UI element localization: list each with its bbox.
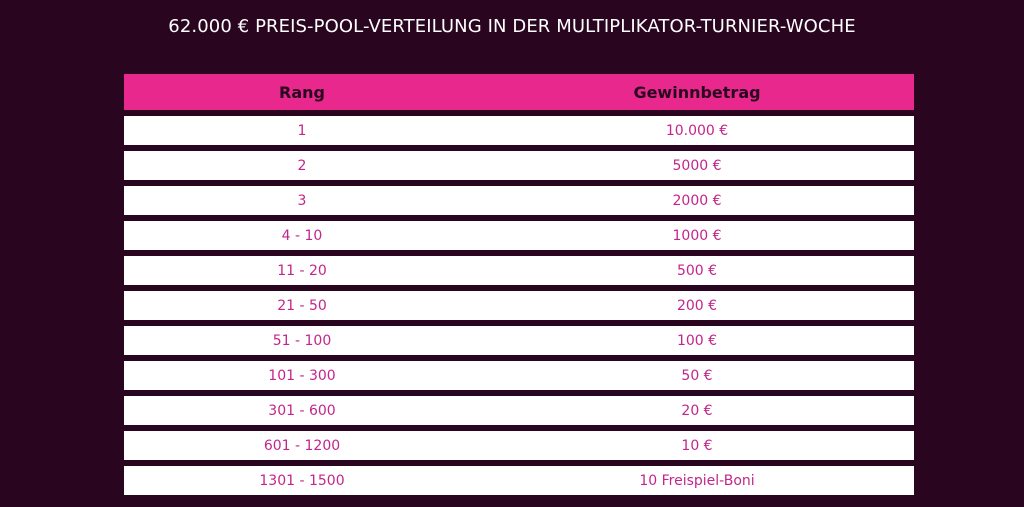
rank-cell: 51 - 100 xyxy=(272,332,332,349)
prize-table: Rang Gewinnbetrag 1 10.000 € 2 5000 € 3 … xyxy=(124,74,914,495)
table-row: 4 - 10 1000 € xyxy=(124,221,914,250)
table-row: 1301 - 1500 10 Freispiel-Boni xyxy=(124,466,914,495)
rank-cell: 1 xyxy=(297,122,307,139)
amount-cell: 1000 € xyxy=(672,227,722,244)
rank-cell: 11 - 20 xyxy=(277,262,327,279)
amount-cell: 50 € xyxy=(681,367,713,384)
rank-cell: 101 - 300 xyxy=(268,367,336,384)
amount-cell: 200 € xyxy=(676,297,718,314)
rank-cell: 21 - 50 xyxy=(277,297,327,314)
table-row: 51 - 100 100 € xyxy=(124,326,914,355)
rank-cell: 3 xyxy=(297,192,307,209)
table-row: 3 2000 € xyxy=(124,186,914,215)
table-row: 601 - 1200 10 € xyxy=(124,431,914,460)
table-row: 2 5000 € xyxy=(124,151,914,180)
page-title: 62.000 € PREIS-POOL-VERTEILUNG IN DER MU… xyxy=(168,16,856,37)
rank-cell: 4 - 10 xyxy=(281,227,323,244)
amount-cell: 5000 € xyxy=(672,157,722,174)
amount-cell: 10.000 € xyxy=(665,122,729,139)
amount-cell: 10 € xyxy=(681,437,713,454)
table-row: 21 - 50 200 € xyxy=(124,291,914,320)
table-row: 101 - 300 50 € xyxy=(124,361,914,390)
table-row: 1 10.000 € xyxy=(124,116,914,145)
header-amount: Gewinnbetrag xyxy=(633,82,761,102)
rank-cell: 601 - 1200 xyxy=(263,437,341,454)
table-header: Rang Gewinnbetrag xyxy=(124,74,914,110)
amount-cell: 10 Freispiel-Boni xyxy=(639,472,755,489)
amount-cell: 20 € xyxy=(681,402,713,419)
table-row: 301 - 600 20 € xyxy=(124,396,914,425)
rank-cell: 1301 - 1500 xyxy=(259,472,345,489)
rank-cell: 301 - 600 xyxy=(268,402,336,419)
amount-cell: 100 € xyxy=(676,332,718,349)
table-row: 11 - 20 500 € xyxy=(124,256,914,285)
header-rank: Rang xyxy=(279,82,325,102)
amount-cell: 500 € xyxy=(676,262,718,279)
amount-cell: 2000 € xyxy=(672,192,722,209)
rank-cell: 2 xyxy=(297,157,307,174)
